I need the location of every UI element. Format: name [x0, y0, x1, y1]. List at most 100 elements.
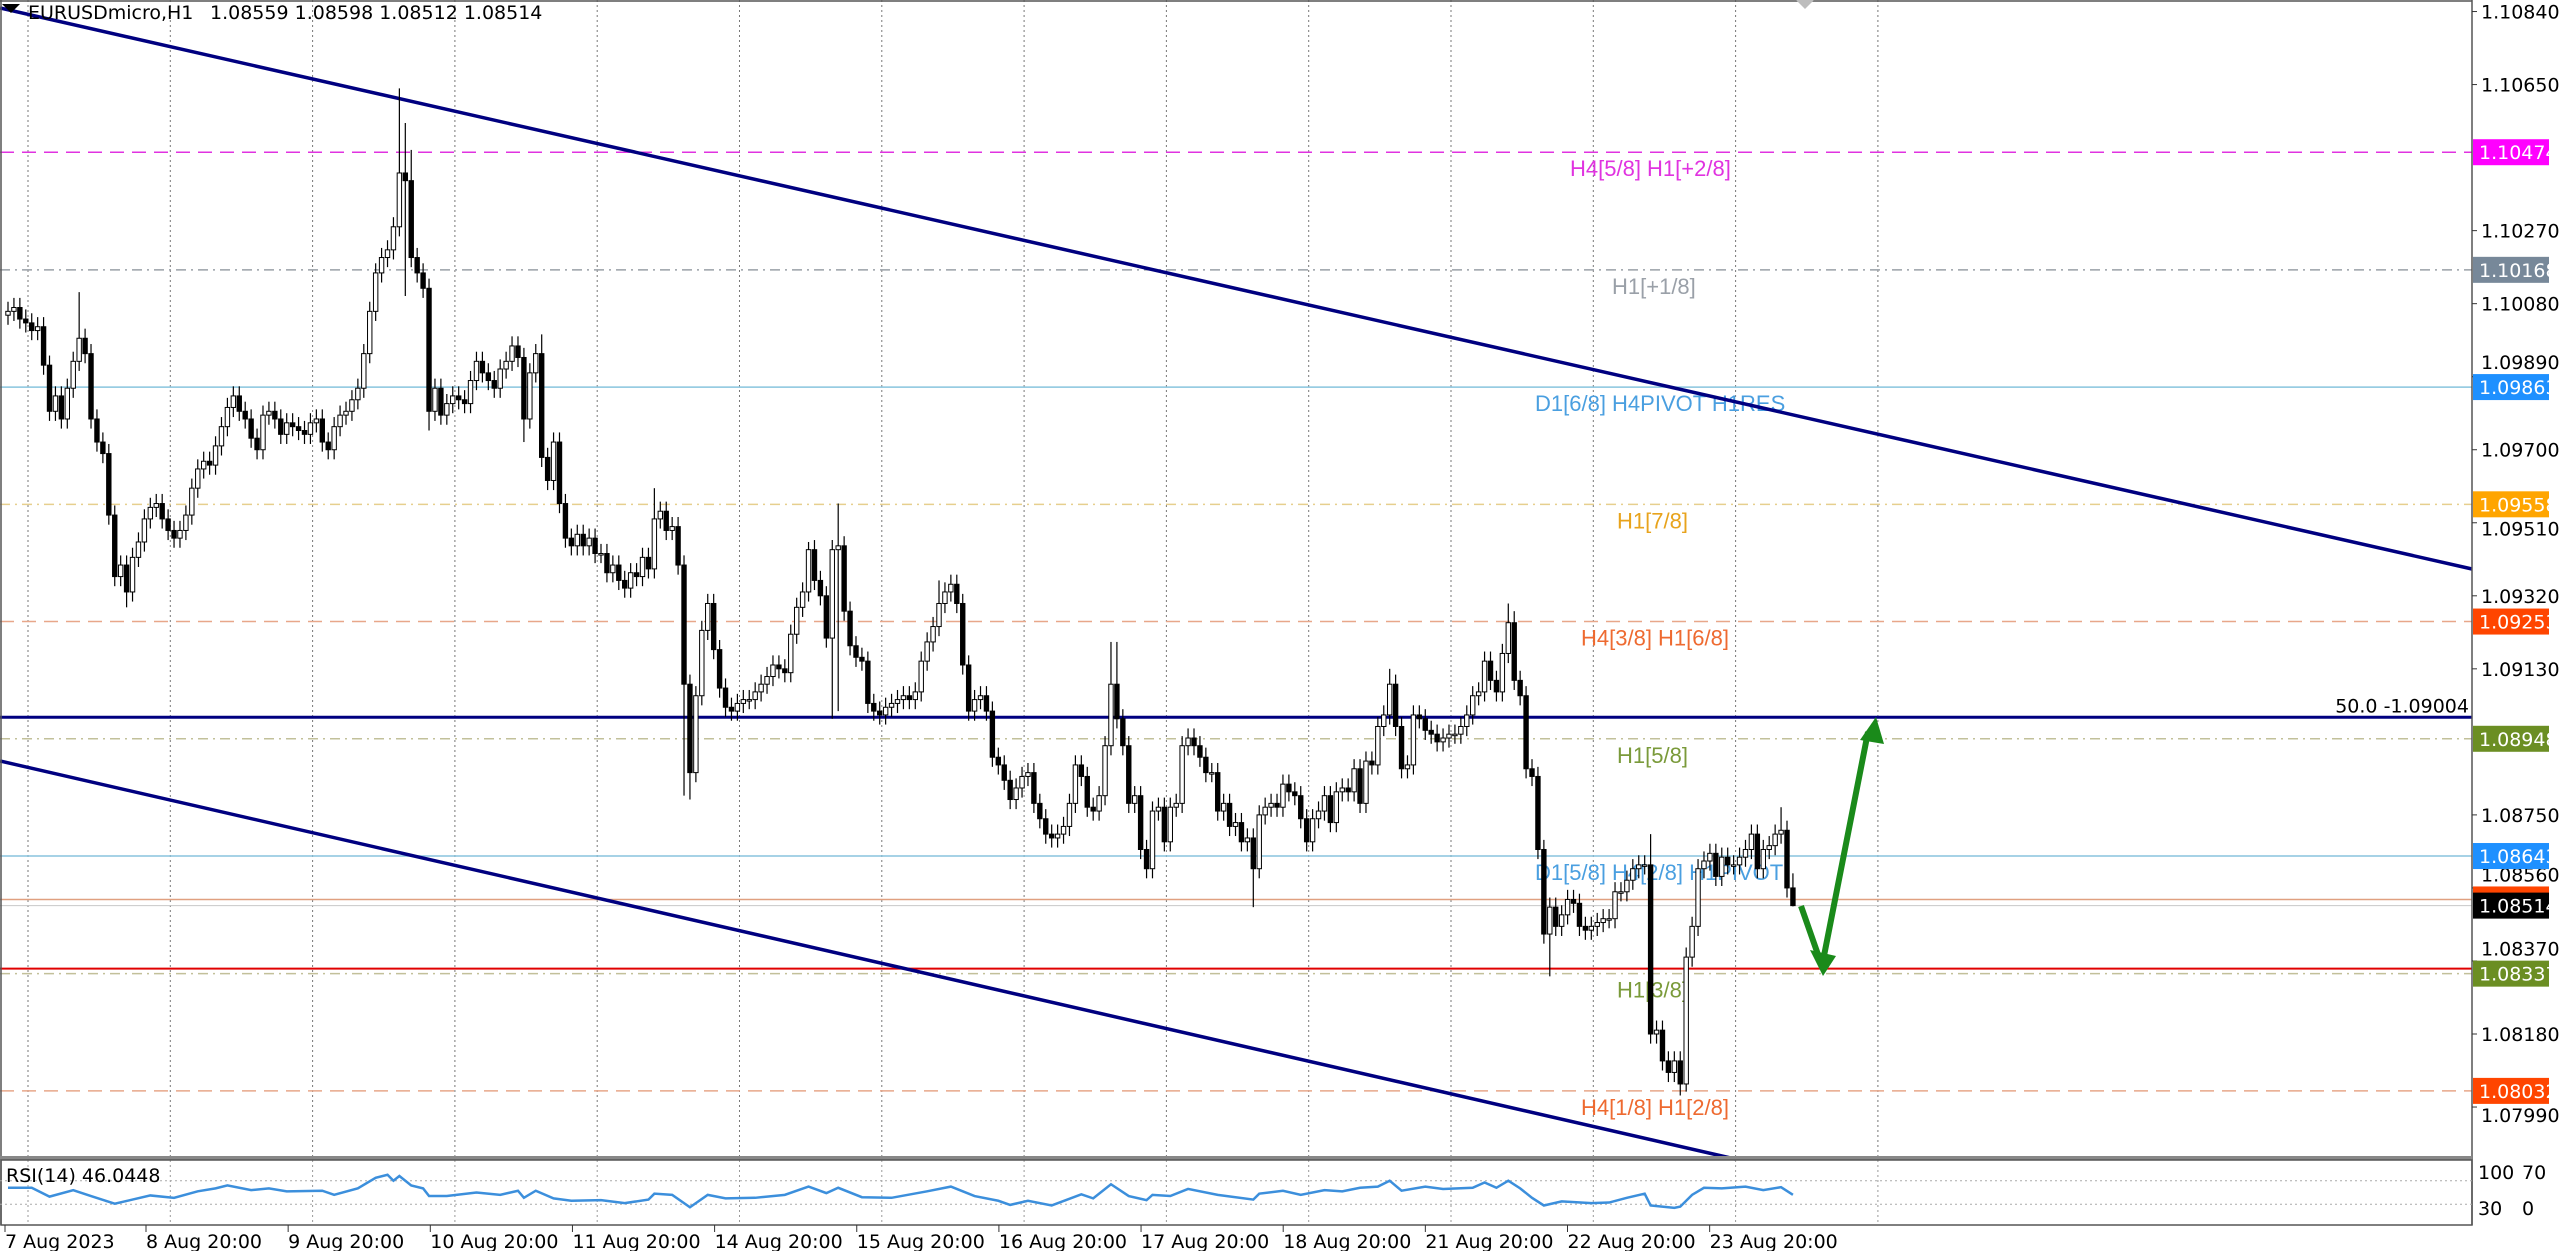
bear-candle-body [1126, 745, 1132, 804]
lower-trendline[interactable] [0, 759, 1736, 1161]
bull-candle-body [129, 556, 136, 593]
candle [1754, 824, 1761, 879]
bull-candle-body [1470, 695, 1476, 716]
rsi-frame [0, 1159, 2473, 1226]
candle [556, 432, 563, 514]
candle [580, 524, 586, 556]
collapse-triangle-icon[interactable] [2, 4, 20, 13]
bull-candle-body [378, 257, 385, 274]
candle [1736, 847, 1743, 875]
bull-candle-body [1321, 795, 1328, 812]
candle [1315, 801, 1322, 829]
candle [467, 370, 474, 414]
candle [361, 344, 367, 398]
bull-candle-body [1209, 772, 1215, 775]
level-label: H1[+1/8] [1612, 274, 1696, 299]
candle [1511, 611, 1517, 690]
candle [1303, 809, 1310, 852]
candle [1339, 778, 1345, 802]
bear-candle-body [485, 372, 492, 382]
price-tag-text: 1.08643 [2479, 846, 2558, 868]
time-tick-label: 22 Aug 20:00 [1568, 1231, 1696, 1251]
candle [877, 701, 883, 725]
candle [859, 647, 865, 671]
candle [977, 686, 984, 710]
bull-candle-body [1452, 733, 1458, 737]
bear-candle-body [325, 441, 331, 451]
bull-candle-body [1315, 810, 1322, 820]
level-lines: H4[5/8] H1[+2/8]H1[+1/8]D1[6/8] H4PIVOT … [0, 151, 2472, 1120]
price-tick-label: 1.07990 [2481, 1105, 2560, 1127]
bear-candle-body [877, 710, 883, 716]
bull-candle-body [888, 702, 895, 708]
bear-candle-body [1535, 775, 1541, 850]
candle [1149, 801, 1156, 879]
green-arrow[interactable] [1798, 717, 1884, 976]
bear-candle-body [1298, 795, 1304, 820]
bear-candle-body [1292, 791, 1298, 797]
time-tick-label: 7 Aug 2023 [5, 1231, 115, 1251]
bull-candle-body [977, 695, 984, 701]
bear-candle-body [865, 660, 871, 704]
bull-candle-body [260, 414, 266, 451]
candle [1458, 716, 1464, 744]
bull-candle-body [1410, 714, 1417, 766]
candle [420, 263, 426, 298]
bear-candle-body [1434, 733, 1440, 743]
trendlines[interactable] [0, 6, 2473, 1161]
bull-candle-body [799, 591, 806, 608]
bull-candle-body [948, 583, 954, 593]
rsi-label: RSI(14) 46.0448 [6, 1165, 160, 1187]
candle [1641, 855, 1648, 875]
bear-candle-body [1238, 822, 1245, 843]
candle [200, 451, 207, 479]
bear-candle-body [954, 583, 960, 604]
bull-candle-body [1096, 795, 1102, 812]
candle [1547, 897, 1553, 977]
candle [284, 413, 290, 444]
bull-candle-body [1351, 768, 1357, 793]
candle [1707, 843, 1713, 871]
candle [1096, 786, 1102, 821]
candle [687, 674, 693, 800]
candle [639, 547, 646, 587]
bear-candle-body [1037, 802, 1043, 820]
price-tag [2473, 1077, 2549, 1104]
candle [716, 640, 723, 698]
bear-candle-body [461, 399, 468, 405]
bear-candle-body [29, 322, 35, 332]
bear-candle-body [1078, 764, 1085, 777]
candle [948, 574, 954, 602]
candle [1274, 793, 1280, 817]
bull-candle-body [153, 503, 159, 508]
candle [930, 616, 936, 652]
candle [64, 378, 70, 429]
bull-candle-body [1707, 852, 1713, 862]
bear-candle-body [556, 441, 563, 505]
candle [1327, 786, 1334, 833]
candle [1054, 824, 1061, 848]
bull-candle-body [117, 564, 124, 578]
bull-candle-body [550, 441, 557, 481]
price-tag [2473, 139, 2549, 166]
bear-candle-body [1250, 837, 1256, 870]
candle [1191, 728, 1197, 756]
bear-candle-body [242, 410, 248, 420]
bull-candle-body [1173, 802, 1179, 808]
upper-trendline[interactable] [0, 6, 2473, 571]
candle [924, 632, 930, 671]
candle [307, 413, 314, 444]
bull-candle-body [509, 345, 515, 362]
candle [402, 123, 409, 296]
bull-candle-body [5, 310, 11, 316]
candle [1772, 824, 1778, 856]
bear-candle-body [402, 172, 409, 182]
candle [586, 528, 592, 556]
candle [1725, 847, 1731, 875]
bear-candle-body [278, 418, 284, 435]
bear-candle-body [853, 645, 859, 658]
price-tick-label: 1.08560 [2481, 864, 2560, 886]
chart-shift-marker-icon[interactable] [1796, 0, 1814, 9]
candle [1072, 755, 1079, 813]
